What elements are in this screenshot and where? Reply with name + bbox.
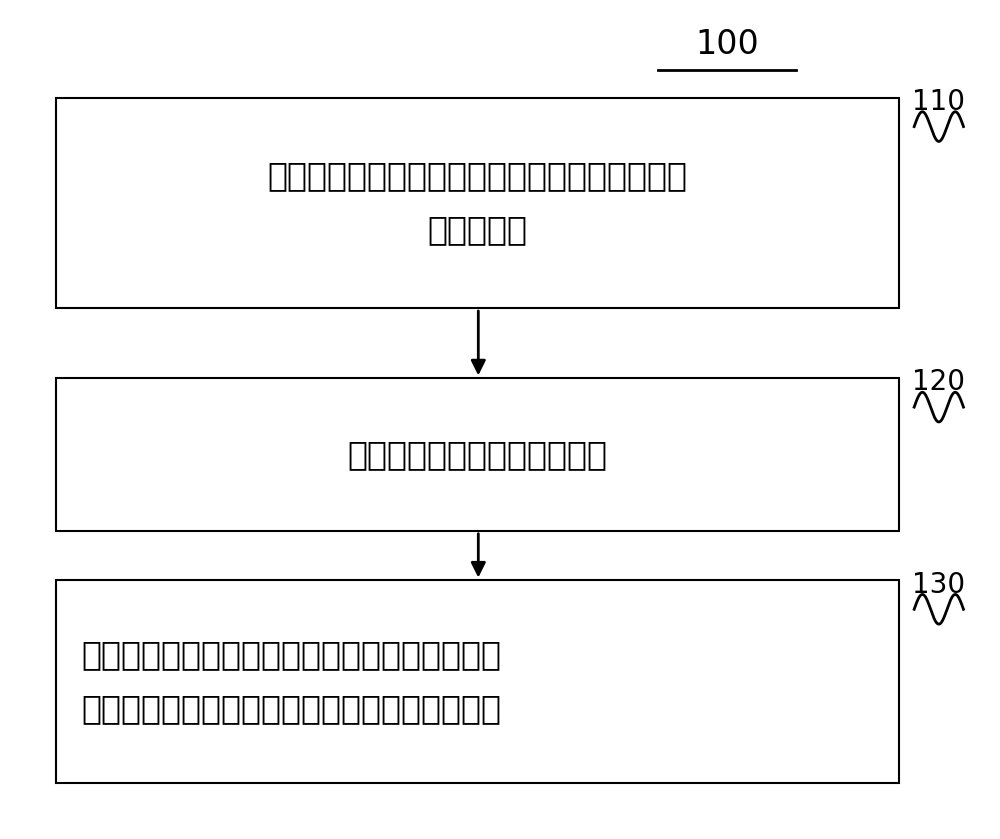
Text: 基于目标对象的元数据和请求标识，确定目标对
象对应的更新版本，并更新目标对象的存储版本: 基于目标对象的元数据和请求标识，确定目标对 象对应的更新版本，并更新目标对象的存…	[81, 638, 501, 725]
Text: 110: 110	[912, 88, 965, 116]
Bar	[56, 97, 899, 308]
Text: 确定更新请求对应的请求标识: 确定更新请求对应的请求标识	[348, 438, 608, 471]
Text: 130: 130	[912, 571, 965, 598]
Bar	[56, 378, 899, 531]
Text: 100: 100	[695, 28, 759, 60]
Text: 响应接收到用户的更新请求，获取更新请求对应
的目标对象: 响应接收到用户的更新请求，获取更新请求对应 的目标对象	[268, 159, 688, 247]
Bar	[56, 581, 899, 783]
Text: 120: 120	[912, 368, 965, 396]
